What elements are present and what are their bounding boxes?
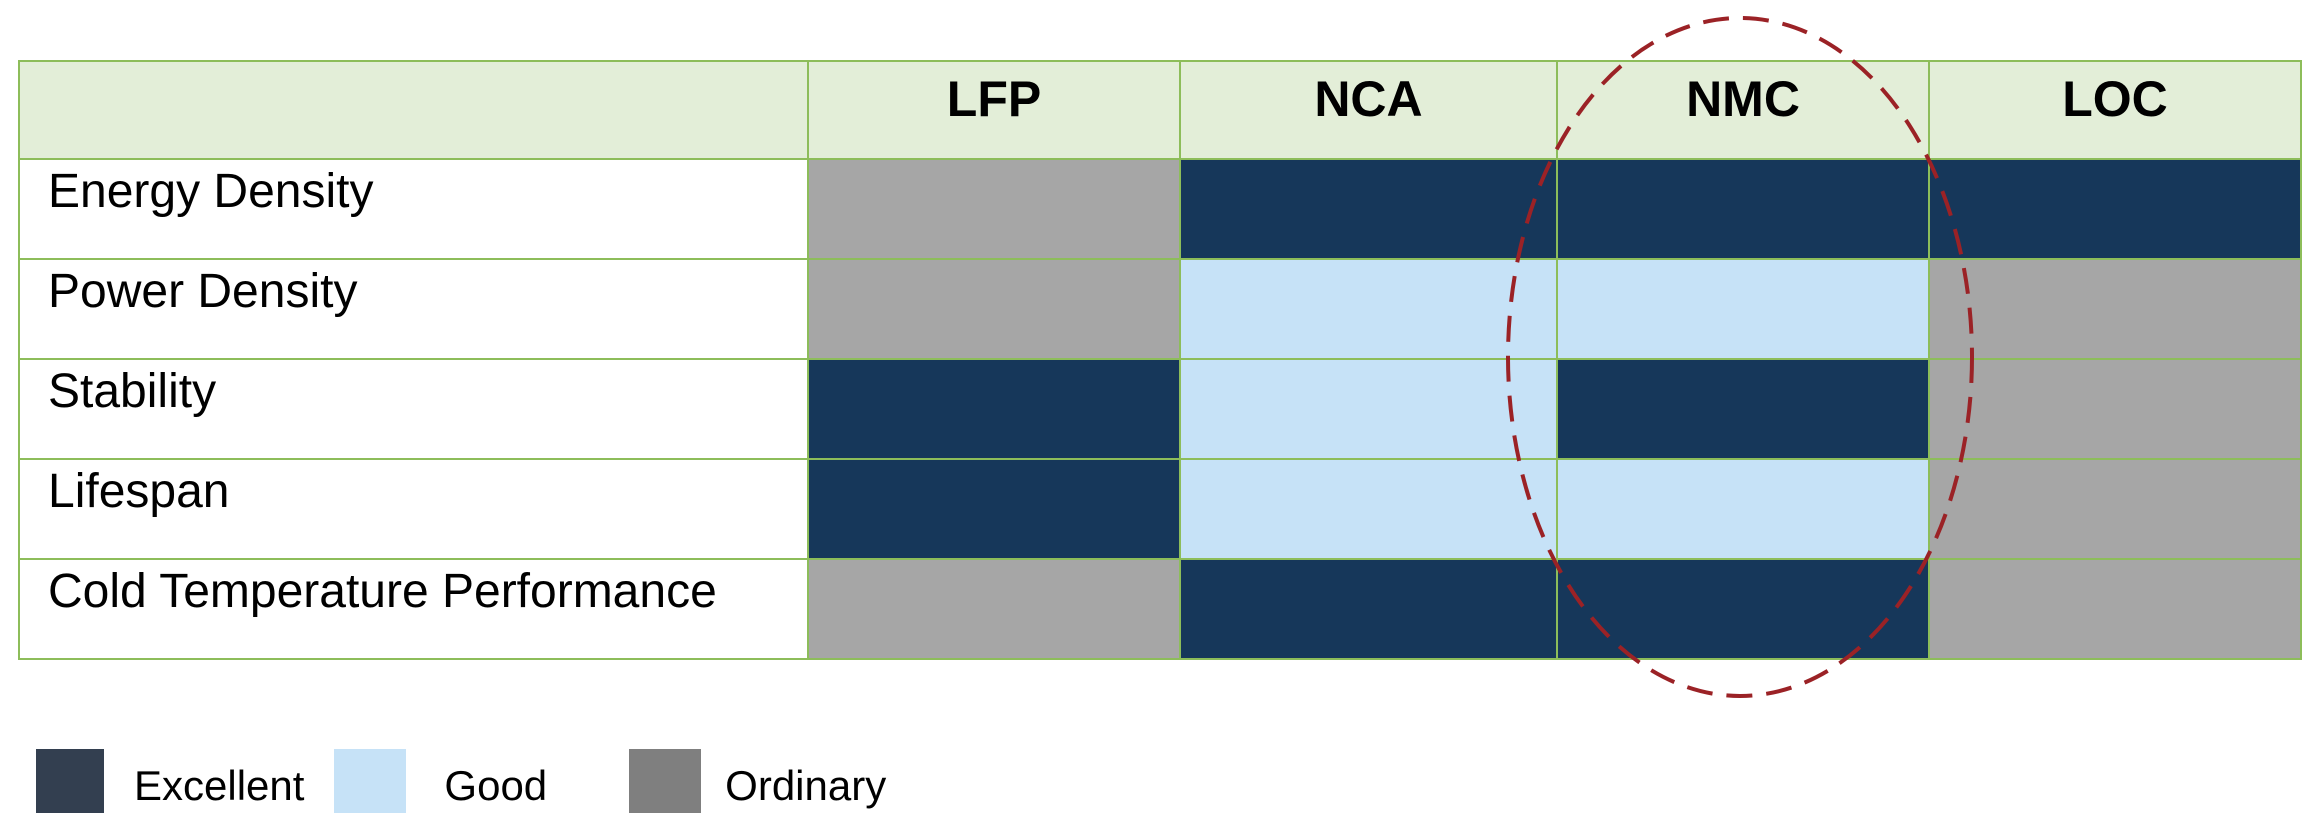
row-label: Lifespan bbox=[18, 458, 809, 560]
column-header-nmc: NMC bbox=[1556, 60, 1930, 160]
legend-label: Good bbox=[444, 762, 548, 809]
rating-cell bbox=[1179, 458, 1558, 560]
legend: Excellent Good Ordinary bbox=[36, 748, 886, 814]
rating-cell bbox=[1556, 158, 1930, 260]
column-header-loc: LOC bbox=[1928, 60, 2302, 160]
table-row: Stability bbox=[18, 358, 2302, 460]
rating-cell bbox=[807, 158, 1181, 260]
rating-cell bbox=[1928, 558, 2302, 660]
column-header-nca: NCA bbox=[1179, 60, 1558, 160]
row-label: Stability bbox=[18, 358, 809, 460]
row-label: Energy Density bbox=[18, 158, 809, 260]
row-label: Power Density bbox=[18, 258, 809, 360]
legend-label: Ordinary bbox=[725, 762, 887, 809]
legend-item-excellent: Excellent bbox=[36, 749, 304, 813]
rating-cell bbox=[807, 558, 1181, 660]
rating-cell bbox=[1928, 158, 2302, 260]
legend-item-ordinary: Ordinary bbox=[629, 749, 886, 813]
rating-cell bbox=[1556, 358, 1930, 460]
table-row: Energy Density bbox=[18, 158, 2302, 260]
row-label: Cold Temperature Performance bbox=[18, 558, 809, 660]
rating-cell bbox=[807, 458, 1181, 560]
rating-cell bbox=[1179, 258, 1558, 360]
legend-label: Excellent bbox=[134, 762, 305, 809]
table-row: Power Density bbox=[18, 258, 2302, 360]
header-row: LFP NCA NMC LOC bbox=[18, 60, 2302, 160]
rating-cell bbox=[1179, 158, 1558, 260]
rating-cell bbox=[1179, 358, 1558, 460]
table-row: Lifespan bbox=[18, 458, 2302, 560]
rating-cell bbox=[1928, 258, 2302, 360]
rating-cell bbox=[1928, 458, 2302, 560]
rating-cell bbox=[807, 358, 1181, 460]
header-corner-cell bbox=[18, 60, 809, 160]
rating-cell bbox=[1556, 458, 1930, 560]
rating-cell bbox=[1179, 558, 1558, 660]
legend-swatch bbox=[36, 749, 104, 813]
rating-cell bbox=[1556, 258, 1930, 360]
rating-cell bbox=[1928, 358, 2302, 460]
legend-swatch bbox=[629, 749, 702, 813]
column-header-lfp: LFP bbox=[807, 60, 1181, 160]
rating-cell bbox=[1556, 558, 1930, 660]
legend-item-good: Good bbox=[334, 749, 547, 813]
rating-cell bbox=[807, 258, 1181, 360]
table-row: Cold Temperature Performance bbox=[18, 558, 2302, 660]
legend-swatch bbox=[334, 749, 407, 813]
battery-comparison-matrix: LFP NCA NMC LOC Energy Density Power Den… bbox=[18, 60, 2302, 660]
